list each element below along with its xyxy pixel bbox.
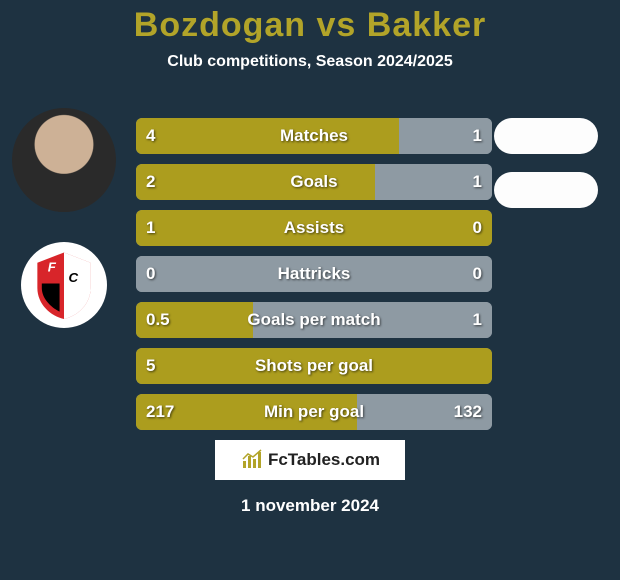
comparison-card: Bozdogan vs Bakker Club competitions, Se… [0, 0, 620, 580]
bar-label: Goals [136, 172, 492, 192]
bar-row: 217132Min per goal [136, 394, 492, 430]
footer-logo-text: FcTables.com [268, 450, 380, 470]
bar-label: Goals per match [136, 310, 492, 330]
bar-label: Assists [136, 218, 492, 238]
bar-label: Hattricks [136, 264, 492, 284]
bar-row: 5Shots per goal [136, 348, 492, 384]
page-title: Bozdogan vs Bakker [0, 0, 620, 45]
bar-row: 00Hattricks [136, 256, 492, 292]
bar-row: 10Assists [136, 210, 492, 246]
left-player-column: F C [8, 108, 120, 328]
bar-label: Matches [136, 126, 492, 146]
svg-text:C: C [68, 270, 78, 285]
right-club-badge-placeholder [494, 172, 598, 208]
svg-text:F: F [48, 260, 57, 275]
utrecht-shield-icon: F C [27, 248, 101, 322]
bar-row: 41Matches [136, 118, 492, 154]
page-subtitle: Club competitions, Season 2024/2025 [0, 53, 620, 71]
chart-icon [240, 448, 264, 472]
footer-date: 1 november 2024 [0, 496, 620, 516]
player-photo [12, 108, 116, 212]
club-badge-utrecht: F C [21, 242, 107, 328]
right-player-column [486, 118, 606, 226]
bar-label: Min per goal [136, 402, 492, 422]
right-player-photo-placeholder [494, 118, 598, 154]
footer-logo[interactable]: FcTables.com [215, 440, 405, 480]
bar-row: 21Goals [136, 164, 492, 200]
player-face-placeholder [12, 108, 116, 212]
bar-row: 0.51Goals per match [136, 302, 492, 338]
comparison-bars: 41Matches 21Goals 10Assists 00Hattricks 0.51… [136, 118, 492, 440]
bar-label: Shots per goal [136, 356, 492, 376]
